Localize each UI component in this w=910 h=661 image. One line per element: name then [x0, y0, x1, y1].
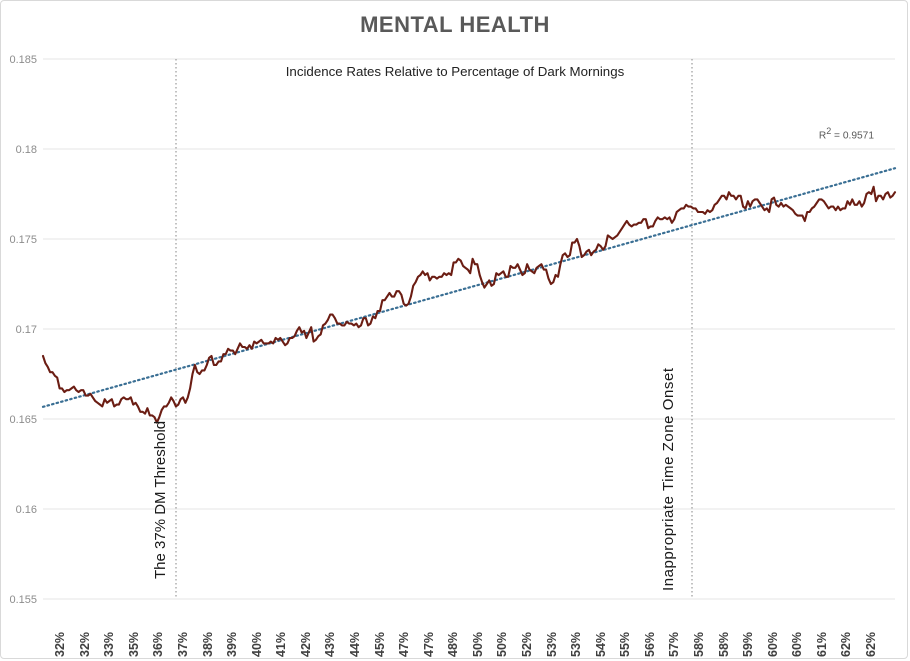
svg-text:0.165: 0.165 [9, 414, 37, 426]
svg-text:0.17: 0.17 [16, 324, 37, 336]
svg-text:0.185: 0.185 [9, 54, 37, 66]
svg-text:0.175: 0.175 [9, 234, 37, 246]
svg-text:0.155: 0.155 [9, 594, 37, 606]
svg-text:0.16: 0.16 [16, 504, 37, 516]
svg-text:0.18: 0.18 [16, 144, 37, 156]
